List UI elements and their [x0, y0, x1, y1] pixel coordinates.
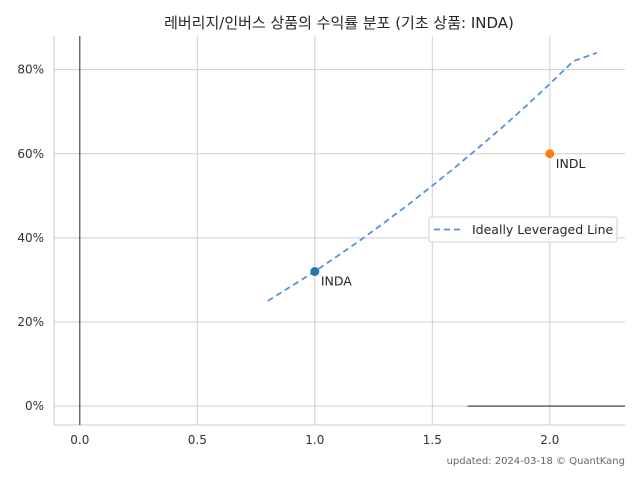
x-tick-label: 1.5 [423, 433, 442, 447]
x-tick-label: 1.0 [305, 433, 324, 447]
point-indl [545, 149, 555, 159]
x-tick-label: 0.5 [188, 433, 207, 447]
axes: 0.0 0.5 1.0 1.5 2.0 0% 20% 40% 60% 80% [17, 36, 625, 447]
x-tick-label: 0.0 [70, 433, 89, 447]
points-layer: INDA INDL [310, 149, 586, 289]
point-label-indl: INDL [556, 156, 586, 171]
point-label-inda: INDA [321, 274, 352, 289]
y-tick-label: 80% [17, 63, 44, 77]
series-layer [267, 51, 598, 302]
footer-credit: updated: 2024-03-18 © QuantKang [447, 456, 625, 467]
y-tick-label: 20% [17, 315, 44, 329]
x-tick-label: 2.0 [540, 433, 559, 447]
legend-label: Ideally Leveraged Line [472, 222, 614, 237]
legend: Ideally Leveraged Line [428, 216, 618, 243]
point-inda [310, 267, 320, 277]
ideal-leverage-line [267, 51, 598, 302]
y-tick-label: 0% [25, 399, 44, 413]
y-tick-label: 40% [17, 231, 44, 245]
legend-box [428, 216, 618, 243]
y-tick-label: 60% [17, 147, 44, 161]
chart-title: 레버리지/인버스 상품의 수익률 분포 (기초 상품: INDA) [164, 14, 514, 32]
